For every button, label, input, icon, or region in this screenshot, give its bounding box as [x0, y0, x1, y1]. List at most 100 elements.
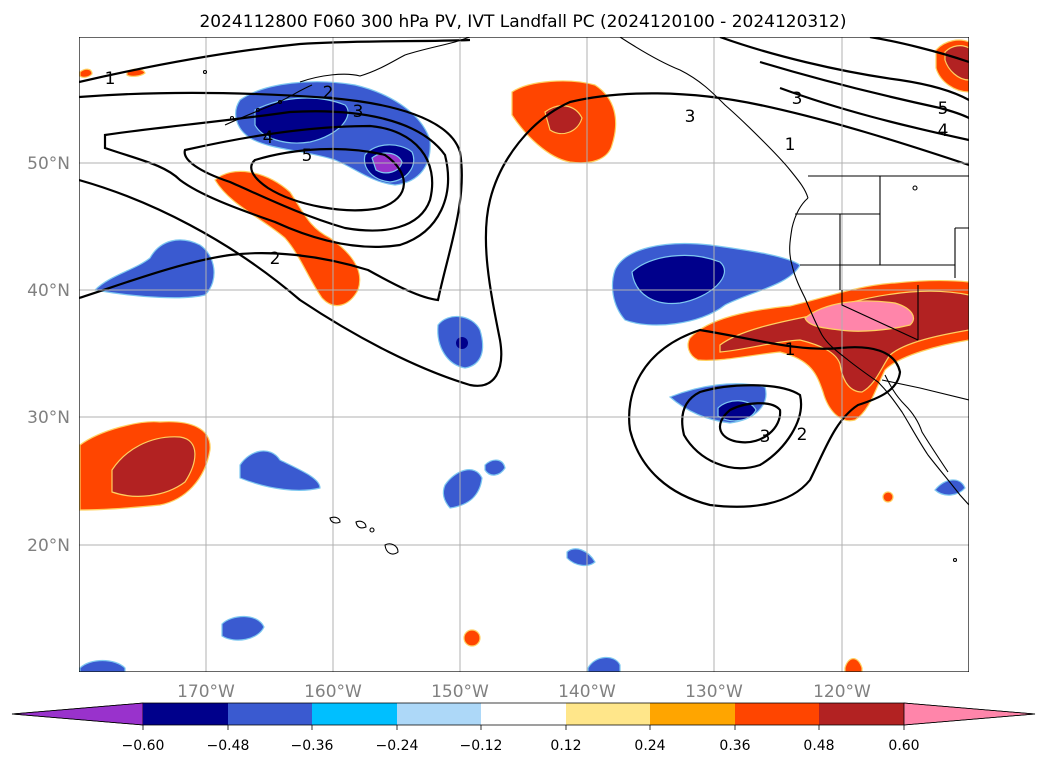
- colorbar: [11, 702, 1036, 730]
- contour-line: [628, 328, 902, 508]
- contour-label: 3: [792, 89, 803, 109]
- aleutian-island: [255, 107, 261, 113]
- contour-line: [779, 86, 969, 142]
- pv-anomaly-orange: [79, 68, 93, 78]
- pv-anomaly-blue: [442, 469, 483, 509]
- colorbar-bin: [650, 703, 735, 725]
- contour-label: 2: [797, 425, 808, 445]
- aleutian-island: [202, 69, 208, 75]
- contour-labels: 1 2 3 4 5 2 3 1 3 4 5 1 2 3: [105, 69, 949, 447]
- colorbar-tick-labels: −0.60 −0.48 −0.36 −0.24 −0.12 0.12 0.24 …: [122, 738, 920, 754]
- contour-label: 3: [685, 107, 696, 127]
- colorbar-tick-label: 0.36: [719, 738, 750, 754]
- colorbar-tick-label: −0.36: [291, 738, 334, 754]
- contour-label: 4: [938, 121, 949, 141]
- colorbar-bin: [312, 703, 397, 725]
- hawaii-island: [329, 516, 341, 524]
- us-mexico-border: [881, 379, 969, 401]
- pv-anomaly-blue: [221, 615, 265, 641]
- contour-line: [718, 402, 782, 444]
- colorbar-bin: [481, 703, 566, 725]
- lat-tick-labels: 50°N 40°N 30°N 20°N: [27, 154, 70, 556]
- pv-anomaly-blue: [587, 656, 621, 672]
- colorbar-tick-label: −0.48: [207, 738, 250, 754]
- colorbar-tick-label: 0.60: [888, 738, 919, 754]
- baja-coastline: [884, 374, 949, 473]
- contour-label: 1: [785, 340, 796, 360]
- north-america-west-coastline: [789, 197, 969, 506]
- colorbar-tick-label: −0.60: [122, 738, 165, 754]
- contour-label: 1: [785, 135, 796, 155]
- contour-label: 2: [270, 249, 281, 269]
- contour-label: 5: [302, 146, 313, 166]
- colorbar-tick-label: 0.24: [634, 738, 665, 754]
- lat-tick-label: 30°N: [27, 408, 70, 428]
- lon-tick-label: 130°W: [685, 682, 743, 702]
- lon-tick-label: 160°W: [304, 682, 362, 702]
- aleutian-island: [229, 115, 235, 121]
- contour-label: 1: [105, 69, 116, 89]
- pv-anomaly-red: [111, 436, 196, 497]
- lon-tick-label: 120°W: [813, 682, 871, 702]
- contour-label: 4: [263, 128, 274, 148]
- pv-anomaly-navy: [717, 400, 757, 422]
- lat-tick-label: 40°N: [27, 281, 70, 301]
- contour-label: 5: [938, 99, 949, 119]
- contour-line: [681, 384, 803, 470]
- aleutian-island: [912, 185, 918, 191]
- gridlines: [79, 37, 969, 672]
- alaska-panhandle-coastline: [619, 37, 809, 199]
- lon-tick-label: 170°W: [177, 682, 235, 702]
- pv-anomaly-red: [944, 45, 969, 81]
- lon-tick-label: 140°W: [558, 682, 616, 702]
- contour-label: 2: [323, 83, 334, 103]
- ivt-contours: [79, 37, 969, 508]
- pv-anomaly-blue: [79, 659, 126, 672]
- colorbar-bin: [566, 703, 650, 725]
- hawaii-island: [369, 527, 375, 533]
- contour-label: 3: [353, 102, 364, 122]
- pv-anomaly-navy: [631, 254, 726, 305]
- colorbar-bin: [228, 703, 312, 725]
- colorbar-bin: [735, 703, 819, 725]
- figure-title: 2024112800 F060 300 hPa PV, IVT Landfall…: [199, 12, 846, 32]
- colorbar-bin: [819, 703, 904, 725]
- contour-line: [79, 38, 471, 84]
- pv-anomaly-pink: [804, 300, 915, 332]
- aleutian-island: [277, 99, 283, 105]
- colorbar-tick-label: 0.48: [803, 738, 834, 754]
- pv-anomaly-blue: [239, 450, 321, 491]
- lon-tick-label: 150°W: [431, 682, 489, 702]
- small-island: [952, 557, 958, 563]
- contour-line: [759, 60, 969, 119]
- contour-line: [79, 92, 969, 387]
- colorbar-tick-label: −0.12: [460, 738, 503, 754]
- pv-anomaly-blue: [484, 459, 506, 476]
- us-state-borders: [795, 176, 969, 341]
- coastlines: [202, 37, 969, 563]
- contour-line: [869, 37, 969, 64]
- colorbar-tick-label: 0.12: [550, 738, 581, 754]
- map-panel: 1 2 3 4 5 2 3 1 3 4 5 1 2 3: [79, 37, 969, 672]
- pv-anomaly-orange: [463, 629, 481, 647]
- contour-line: [183, 124, 434, 232]
- lat-tick-label: 20°N: [27, 536, 70, 556]
- pv-anomaly-navy: [254, 97, 349, 144]
- colorbar-bin: [397, 703, 481, 725]
- colorbar-bin: [143, 703, 228, 725]
- pv-anomaly-orange: [882, 491, 894, 503]
- pv-anomaly-orange: [844, 658, 863, 672]
- colorbar-tick-label: −0.24: [376, 738, 419, 754]
- lat-tick-label: 50°N: [27, 154, 70, 174]
- hawaii-island: [384, 543, 399, 555]
- contour-line: [79, 91, 463, 302]
- colorbar-extend-high: [903, 702, 1036, 726]
- alaska-coastline: [224, 37, 471, 126]
- pv-anomaly-blue: [566, 548, 596, 567]
- colorbar-extend-low: [11, 702, 144, 726]
- contour-line: [103, 110, 450, 248]
- contour-line: [719, 37, 969, 101]
- lon-tick-labels: 170°W 160°W 150°W 140°W 130°W 120°W: [177, 682, 871, 702]
- contour-label: 3: [760, 427, 771, 447]
